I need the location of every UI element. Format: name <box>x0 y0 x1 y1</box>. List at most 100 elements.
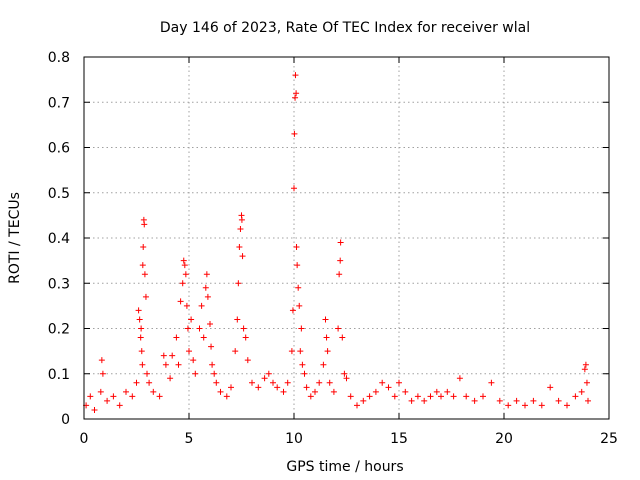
data-point <box>255 384 262 391</box>
data-point <box>293 244 300 251</box>
data-point <box>582 361 589 368</box>
data-point <box>181 262 188 269</box>
x-tick-label: 0 <box>80 431 89 447</box>
data-point <box>391 393 398 400</box>
data-point <box>337 257 344 264</box>
data-point <box>572 393 579 400</box>
y-tick-label: 0 <box>61 412 70 428</box>
data-point <box>167 375 174 382</box>
data-point <box>296 302 303 309</box>
y-tick-label: 0.3 <box>48 276 70 292</box>
data-point <box>292 72 299 79</box>
data-point <box>354 402 360 409</box>
data-point <box>513 397 520 404</box>
data-point <box>238 216 245 223</box>
data-point <box>335 325 342 332</box>
data-point <box>138 325 145 332</box>
data-point <box>87 393 94 400</box>
data-point <box>234 316 241 323</box>
data-point <box>564 402 570 409</box>
data-point <box>488 379 495 386</box>
data-point <box>396 379 402 386</box>
data-point <box>280 388 287 395</box>
data-point <box>339 334 346 341</box>
data-point <box>261 375 268 382</box>
data-point <box>196 325 203 332</box>
data-point <box>203 271 210 278</box>
data-point <box>213 379 220 386</box>
data-point <box>316 379 323 386</box>
chart-title: Day 146 of 2023, Rate Of TEC Index for r… <box>160 20 530 36</box>
data-point <box>129 393 136 400</box>
data-point <box>142 293 149 300</box>
data-point <box>583 379 590 386</box>
data-point <box>188 316 195 323</box>
data-point <box>408 397 415 404</box>
data-point <box>585 397 591 404</box>
data-point <box>372 388 379 395</box>
data-point <box>438 393 444 400</box>
data-point <box>169 352 176 359</box>
y-tick-label: 0.7 <box>48 95 70 111</box>
data-point <box>217 388 224 395</box>
data-point <box>347 393 354 400</box>
y-axis-title: ROTI / TECUs <box>7 192 23 284</box>
data-point <box>538 402 545 409</box>
data-point <box>471 397 478 404</box>
data-point <box>223 393 230 400</box>
x-tick-label: 20 <box>495 431 513 447</box>
data-point <box>135 307 142 314</box>
data-point <box>330 388 337 395</box>
data-point <box>244 357 251 364</box>
data-point <box>303 384 310 391</box>
data-point <box>337 239 344 246</box>
data-point <box>173 334 180 341</box>
data-point <box>141 271 148 278</box>
data-point <box>298 325 305 332</box>
data-point <box>421 397 428 404</box>
data-point <box>299 361 306 368</box>
data-point <box>289 307 296 314</box>
data-point <box>175 361 182 368</box>
data-point <box>530 397 537 404</box>
data-point <box>140 244 147 251</box>
data-point <box>288 348 295 355</box>
data-point <box>209 361 216 368</box>
data-point <box>240 325 247 332</box>
data-point <box>385 384 392 391</box>
data-point <box>208 343 215 350</box>
data-point <box>578 388 585 395</box>
data-point <box>505 402 512 409</box>
x-tick-labels: 0 5 10 15 20 25 <box>80 431 618 447</box>
data-point <box>207 320 213 327</box>
grid-lines <box>84 57 609 419</box>
data-point <box>200 334 207 341</box>
data-point <box>204 293 211 300</box>
data-point <box>294 262 301 269</box>
data-point <box>322 316 329 323</box>
data-point <box>162 361 169 368</box>
x-tick-label: 15 <box>390 431 408 447</box>
data-point <box>198 302 205 309</box>
data-point <box>146 379 153 386</box>
x-tick-label: 5 <box>185 431 194 447</box>
y-tick-label: 0.2 <box>48 322 70 338</box>
data-point <box>182 271 189 278</box>
x-tick-label: 10 <box>285 431 303 447</box>
data-point <box>137 334 144 341</box>
data-point <box>463 393 470 400</box>
data-point <box>456 375 463 382</box>
data-point <box>180 257 187 264</box>
data-point <box>232 348 239 355</box>
data-point <box>211 370 218 377</box>
data-point <box>160 352 167 359</box>
data-point <box>433 388 440 395</box>
data-point <box>480 393 486 400</box>
data-point <box>139 262 146 269</box>
data-point <box>292 94 299 101</box>
data-point <box>414 393 421 400</box>
data-point <box>104 397 111 404</box>
data-point <box>291 185 297 192</box>
data-point <box>141 221 148 228</box>
data-point <box>297 348 304 355</box>
